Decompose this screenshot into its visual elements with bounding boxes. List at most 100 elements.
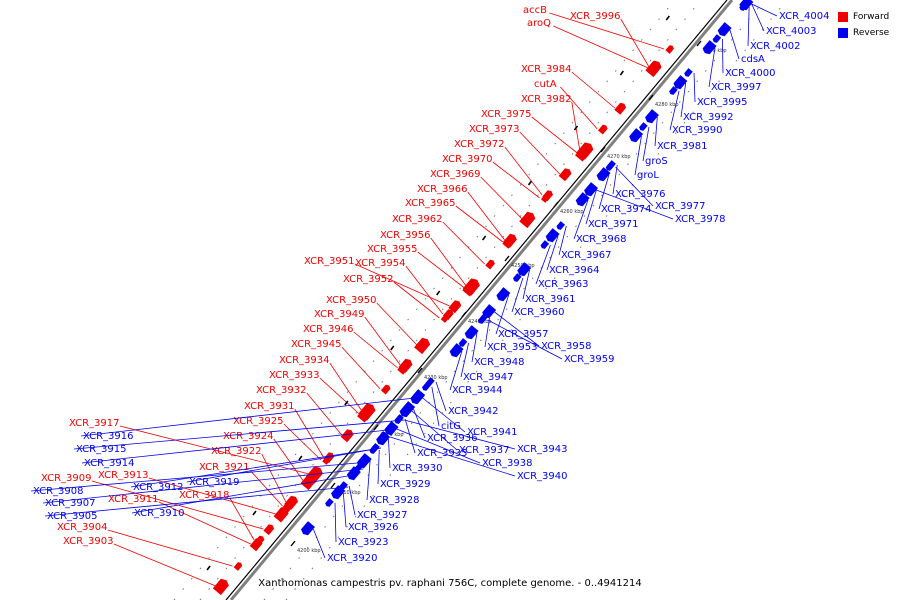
reverse-gene-XCR_3910-shape [346, 466, 361, 481]
reverse-gene-XCR_3977-shape [605, 162, 615, 171]
reverse-gene-label: XCR_3981 [657, 141, 708, 152]
forward-gene-XCR_3965 [502, 236, 515, 249]
legend-label-reverse: Reverse [853, 28, 890, 38]
reverse-callout-line [388, 438, 391, 469]
reverse-gene-XCR_3948-shape [464, 325, 479, 340]
reverse-callout-line [558, 225, 567, 256]
reverse-gene-XCR_3995 [684, 68, 693, 77]
reverse-gene-XCR_3937-shape [399, 403, 414, 418]
reverse-callout-line [411, 410, 458, 451]
forward-callout-line [571, 71, 616, 109]
reverse-gene-label: XCR_4003 [766, 26, 817, 37]
legend: Forward Reverse [838, 9, 889, 41]
reverse-callout-line [404, 419, 516, 450]
reverse-gene-label: XCR_3948 [474, 357, 525, 368]
reverse-callout-line [342, 492, 347, 528]
forward-gene-XCR_3946 [397, 362, 410, 375]
tick-label: 4220 kbp [380, 432, 404, 438]
reverse-gene-label: XCR_3942 [448, 406, 499, 417]
forward-gene-label: XCR_3954 [355, 258, 406, 269]
reverse-gene-XCR_3968 [575, 192, 590, 207]
forward-gene-label: XCR_3904 [57, 522, 108, 533]
forward-callout-line [571, 101, 581, 151]
reverse-callout-line [312, 528, 326, 559]
forward-callout-line [229, 497, 255, 541]
tick-label: 4200 kbp [297, 548, 321, 554]
reverse-gene-label: XCR_3967 [561, 250, 612, 261]
reverse-gene-XCR_3944-shape [449, 343, 464, 358]
forward-gene-XCR_3909-shape [263, 524, 275, 536]
reverse-gene-groL-shape [629, 128, 644, 143]
tick-mark [417, 367, 423, 374]
forward-gene-label: aroQ [527, 18, 551, 29]
forward-gene-XCR_3917-shape [305, 466, 323, 484]
reverse-gene-label: XCR_3995 [697, 97, 748, 108]
reverse-gene-XCR_3961-shape [517, 262, 532, 277]
forward-gene-XCR_3933-shape [357, 407, 373, 423]
reverse-callout-line [130, 447, 381, 488]
forward-gene-XCR_3973 [558, 168, 572, 182]
reverse-gene-XCR_3959-shape [477, 315, 487, 324]
forward-gene-XCR_3903-shape [212, 578, 229, 596]
legend-item-forward: Forward [838, 9, 889, 25]
reverse-gene-label: XCR_3964 [549, 265, 600, 276]
forward-gene-label: XCR_3975 [481, 109, 532, 120]
reverse-gene-label: XCR_3959 [564, 354, 615, 365]
forward-gene-label: XCR_3933 [269, 370, 320, 381]
reverse-gene-XCR_3937 [399, 403, 414, 418]
forward-callout-line [148, 477, 276, 515]
reverse-callout-line [42, 468, 364, 504]
reverse-callout-line [596, 189, 674, 220]
forward-gene-XCR_3932 [340, 429, 354, 443]
reverse-gene-XCR_3992 [673, 75, 688, 90]
forward-gene-XCR_3996 [647, 60, 662, 75]
forward-gene-label: XCR_3956 [380, 230, 431, 241]
forward-gene-label: XCR_3969 [430, 169, 481, 180]
reverse-gene-XCR_3912 [371, 443, 380, 452]
genome-caption: Xanthomonas campestris pv. raphani 756C,… [258, 578, 642, 589]
forward-gene-label: accB [523, 5, 547, 16]
forward-callout-line [319, 377, 360, 415]
forward-gene-XCR_3903 [212, 578, 229, 596]
forward-gene-XCR_3932-shape [340, 429, 354, 443]
reverse-gene-label: XCR_3930 [392, 463, 443, 474]
reverse-callout-line [449, 350, 463, 391]
reverse-callout-line [471, 332, 478, 363]
reverse-callout-line [186, 447, 381, 483]
reverse-gene-XCR_3942-shape [426, 377, 435, 386]
tick-mark [553, 201, 559, 208]
reverse-callout-line [680, 82, 687, 118]
forward-gene-XCR_3913 [273, 507, 289, 523]
reverse-gene-XCR_3957 [496, 287, 511, 302]
reverse-gene-XCR_3957-shape [496, 287, 511, 302]
forward-callout-line [261, 453, 287, 503]
forward-gene-label: XCR_3970 [442, 154, 493, 165]
forward-gene-XCR_3962 [485, 259, 495, 270]
reverse-gene-XCR_3960-shape [513, 273, 522, 282]
forward-gene-label: XCR_3911 [108, 494, 159, 505]
reverse-gene-XCR_3947-shape [458, 338, 468, 347]
reverse-gene-XCR_3915 [394, 415, 404, 424]
reverse-gene-XCR_3974-shape [596, 167, 611, 182]
forward-gene-XCR_3925-shape [322, 456, 331, 465]
forward-callout-line [376, 302, 418, 346]
tick-label: 4280 kbp [655, 102, 679, 108]
forward-callout-line [519, 131, 560, 175]
forward-gene-label: XCR_3982 [521, 94, 572, 105]
reverse-callout-line [511, 277, 524, 313]
forward-callout-line [249, 469, 283, 507]
forward-gene-label: XCR_3946 [303, 324, 354, 335]
forward-gene-XCR_3951-shape [448, 300, 462, 314]
tick-label: 4210 kbp [337, 490, 361, 496]
marker-dash [252, 510, 257, 516]
forward-gene-accB [665, 45, 674, 54]
reverse-gene-XCR_3912-shape [371, 443, 380, 452]
reverse-gene-groS [639, 122, 648, 131]
legend-item-reverse: Reverse [838, 25, 889, 41]
reverse-callout-line [708, 47, 716, 88]
reverse-gene-cdsA [717, 22, 732, 37]
forward-gene-accB-shape [665, 45, 674, 54]
forward-gene-label: XCR_3934 [279, 355, 330, 366]
reverse-gene-XCR_3964-shape [545, 228, 560, 243]
reverse-gene-XCR_3908-shape [356, 454, 371, 469]
